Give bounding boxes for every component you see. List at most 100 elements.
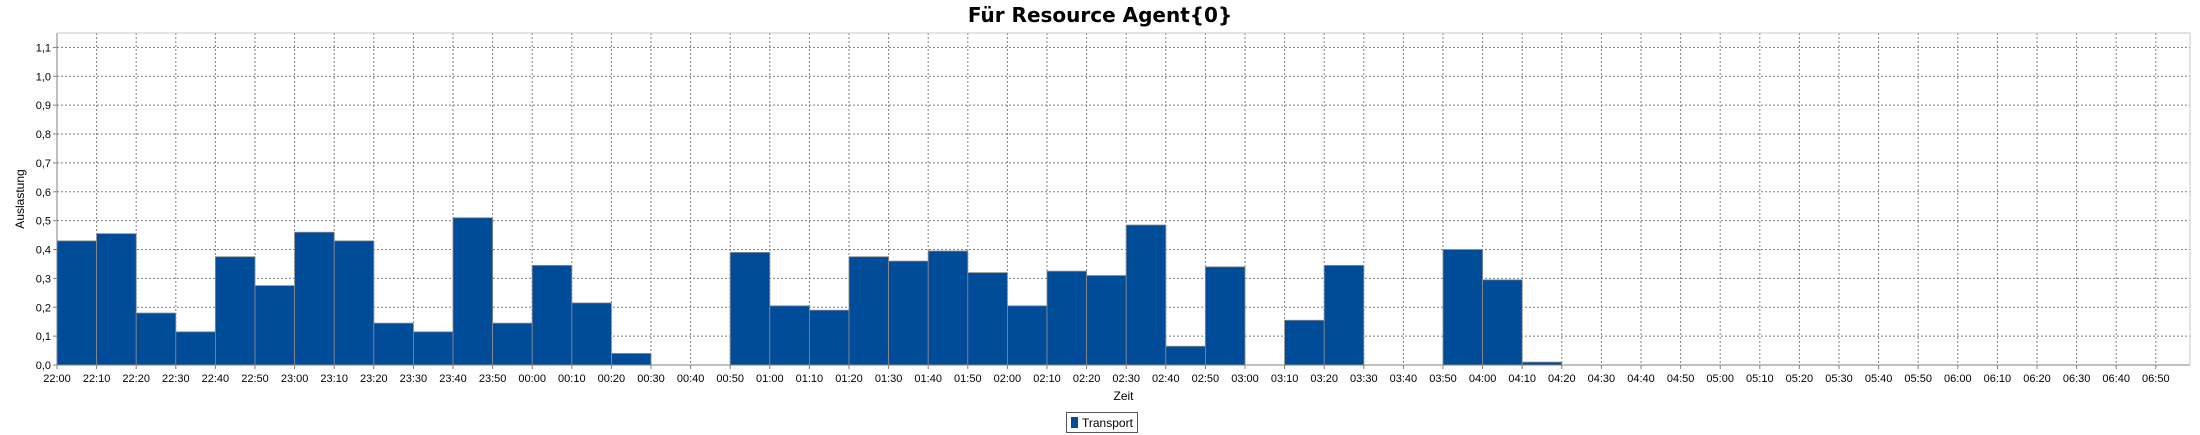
- x-tick-label: 23:30: [400, 373, 428, 385]
- bar-transport: [1086, 275, 1127, 366]
- bar-transport: [492, 322, 533, 366]
- x-tick-label: 22:30: [162, 373, 190, 385]
- x-axis-title: Zeit: [1113, 389, 1134, 403]
- x-tick-label: 00:10: [558, 373, 586, 385]
- bar-transport: [1284, 319, 1325, 366]
- bar-transport: [967, 272, 1008, 366]
- y-tick-label: 1,0: [36, 71, 51, 83]
- y-axis-title: Auslastung: [13, 169, 27, 228]
- x-tick-label: 02:10: [1033, 373, 1061, 385]
- x-tick-label: 06:50: [2142, 373, 2170, 385]
- y-tick-label: 0,2: [36, 302, 51, 314]
- tick-labels: 0,0 0,1 0,2 0,3 0,4 0,5 0,6 0,7 0,8 0,9 1,0 1,1 22:0…: [36, 42, 2170, 385]
- chart-title: Für Resource Agent{0}: [967, 3, 1233, 27]
- bar-transport: [254, 285, 295, 366]
- x-tick-label: 01:10: [796, 373, 824, 385]
- x-tick-label: 03:50: [1429, 373, 1457, 385]
- bar-transport: [1046, 270, 1087, 366]
- x-tick-label: 03:00: [1231, 373, 1259, 385]
- x-tick-label: 01:00: [756, 373, 784, 385]
- x-tick-label: 05:30: [1825, 373, 1853, 385]
- y-tick-label: 0,8: [36, 129, 51, 141]
- x-tick-label: 03:20: [1310, 373, 1338, 385]
- bar-transport: [373, 322, 414, 366]
- x-tick-label: 03:10: [1271, 373, 1299, 385]
- x-tick-label: 23:50: [479, 373, 507, 385]
- x-tick-label: 22:10: [83, 373, 111, 385]
- x-tick-label: 23:20: [360, 373, 388, 385]
- y-tick-label: 0,4: [36, 245, 51, 257]
- x-tick-label: 22:20: [122, 373, 150, 385]
- x-tick-label: 03:30: [1350, 373, 1378, 385]
- x-tick-label: 22:50: [241, 373, 269, 385]
- bar-transport: [769, 305, 810, 366]
- x-tick-label: 23:10: [320, 373, 348, 385]
- x-tick-label: 06:10: [1984, 373, 2012, 385]
- bar-transport: [135, 312, 177, 366]
- x-tick-label: 04:20: [1548, 373, 1576, 385]
- y-tick-label: 1,1: [36, 42, 51, 54]
- x-tick-label: 02:50: [1192, 373, 1220, 385]
- bar-transport: [294, 231, 335, 366]
- bar-transport: [175, 331, 216, 366]
- y-tick-label: 0,0: [36, 360, 51, 372]
- x-tick-label: 04:10: [1508, 373, 1536, 385]
- x-tick-label: 03:40: [1390, 373, 1418, 385]
- bar-transport: [1205, 266, 1246, 366]
- bar-transport: [1007, 305, 1048, 366]
- bar-transport: [611, 353, 652, 366]
- legend-swatch-transport: [1071, 417, 1078, 428]
- bar-transport: [1323, 264, 1365, 366]
- axes: [53, 32, 2191, 369]
- x-tick-label: 04:50: [1667, 373, 1695, 385]
- x-tick-label: 05:00: [1706, 373, 1734, 385]
- x-tick-label: 05:20: [1786, 373, 1814, 385]
- x-tick-label: 04:40: [1627, 373, 1655, 385]
- x-tick-label: 00:30: [637, 373, 665, 385]
- x-tick-label: 23:40: [439, 373, 467, 385]
- bar-transport: [1125, 224, 1167, 366]
- x-tick-label: 01:30: [875, 373, 903, 385]
- x-tick-label: 01:20: [835, 373, 863, 385]
- y-tick-label: 0,9: [36, 100, 51, 112]
- bar-transport: [1165, 345, 1206, 366]
- x-tick-label: 01:50: [954, 373, 982, 385]
- bar-transport: [571, 302, 612, 366]
- bar-transport: [333, 240, 375, 366]
- x-tick-label: 22:40: [202, 373, 230, 385]
- x-tick-label: 01:40: [914, 373, 942, 385]
- y-tick-label: 0,7: [36, 158, 51, 170]
- bar-series: [56, 217, 1563, 366]
- x-tick-label: 00:50: [716, 373, 744, 385]
- bar-transport: [1482, 279, 1523, 366]
- x-tick-label: 05:10: [1746, 373, 1774, 385]
- bar-transport: [96, 233, 137, 366]
- x-tick-label: 06:20: [2023, 373, 2051, 385]
- y-tick-label: 0,1: [36, 331, 51, 343]
- x-tick-label: 04:00: [1469, 373, 1497, 385]
- x-tick-label: 00:40: [677, 373, 705, 385]
- y-tick-label: 0,6: [36, 187, 51, 199]
- bar-transport: [848, 256, 889, 366]
- bar-transport: [214, 256, 256, 366]
- bar-transport: [927, 250, 969, 366]
- x-tick-label: 04:30: [1588, 373, 1616, 385]
- x-tick-label: 02:30: [1112, 373, 1140, 385]
- x-tick-label: 02:40: [1152, 373, 1180, 385]
- bar-transport: [452, 217, 493, 366]
- bar-transport: [729, 252, 771, 366]
- bar-transport: [412, 331, 454, 366]
- bar-transport: [1442, 249, 1483, 366]
- x-tick-label: 23:00: [281, 373, 309, 385]
- x-tick-label: 02:20: [1073, 373, 1101, 385]
- x-tick-label: 00:20: [598, 373, 626, 385]
- bar-transport: [809, 309, 850, 366]
- x-tick-label: 22:00: [43, 373, 71, 385]
- bar-transport: [56, 240, 97, 366]
- x-tick-label: 00:00: [518, 373, 546, 385]
- x-tick-label: 05:40: [1865, 373, 1893, 385]
- x-tick-label: 06:30: [2063, 373, 2091, 385]
- x-tick-label: 05:50: [1904, 373, 1932, 385]
- bar-transport: [531, 264, 573, 366]
